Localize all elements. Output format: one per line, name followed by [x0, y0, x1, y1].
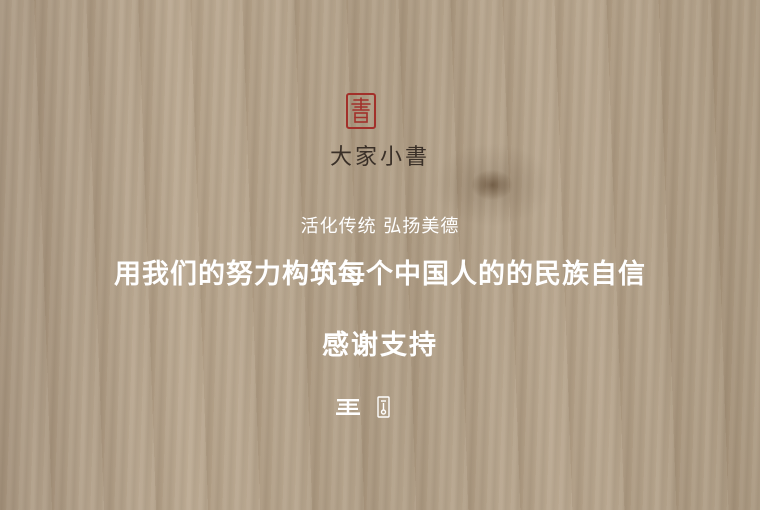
thanks-text: 感谢支持: [322, 330, 438, 361]
slogan-line-2: 用我们的努力构筑每个中国人的的民族自信: [114, 259, 646, 290]
brand-name: 大家小書: [329, 145, 430, 170]
slogan-line-1: 活化传统 弘扬美德: [300, 216, 460, 237]
seal-stamp-icon: [346, 93, 376, 129]
book-stack-icon: [336, 398, 360, 416]
bookmark-icon: [377, 396, 390, 418]
